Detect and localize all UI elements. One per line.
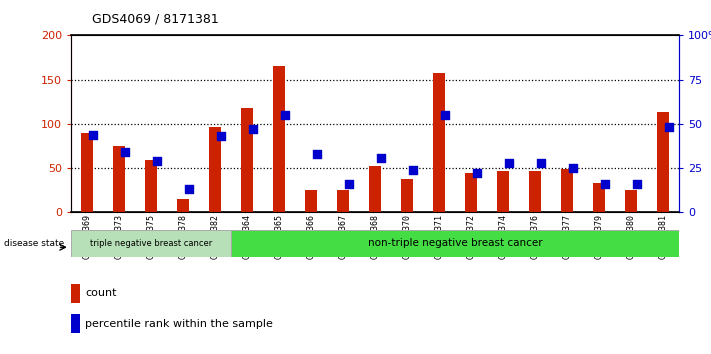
Bar bbox=[647, 35, 679, 212]
Bar bbox=[81, 133, 94, 212]
Point bbox=[567, 165, 579, 171]
Bar bbox=[592, 183, 605, 212]
Point bbox=[247, 126, 259, 132]
Text: count: count bbox=[85, 288, 117, 298]
Point bbox=[183, 187, 195, 192]
Point bbox=[311, 151, 323, 157]
Bar bbox=[231, 35, 263, 212]
Bar bbox=[145, 160, 158, 212]
Bar bbox=[199, 35, 231, 212]
Bar bbox=[369, 166, 381, 212]
Bar bbox=[391, 35, 423, 212]
Bar bbox=[615, 35, 647, 212]
Point bbox=[439, 112, 451, 118]
Bar bbox=[176, 199, 189, 212]
Text: triple negative breast cancer: triple negative breast cancer bbox=[90, 239, 212, 248]
Bar bbox=[240, 108, 253, 212]
Bar bbox=[71, 314, 80, 333]
Bar bbox=[295, 35, 327, 212]
Bar bbox=[71, 35, 103, 212]
Bar bbox=[529, 171, 542, 212]
Point bbox=[87, 132, 99, 137]
Bar bbox=[551, 35, 583, 212]
Bar bbox=[624, 190, 637, 212]
Point bbox=[599, 181, 611, 187]
Bar bbox=[432, 73, 445, 212]
Bar bbox=[519, 35, 551, 212]
Point bbox=[471, 171, 483, 176]
Bar bbox=[656, 113, 669, 212]
Bar bbox=[263, 35, 295, 212]
Bar bbox=[401, 179, 414, 212]
Text: disease state: disease state bbox=[4, 239, 64, 248]
Point bbox=[663, 125, 675, 130]
Bar bbox=[71, 230, 231, 257]
Point bbox=[407, 167, 419, 173]
Bar bbox=[487, 35, 519, 212]
Bar bbox=[337, 190, 350, 212]
Point bbox=[119, 149, 131, 155]
Point bbox=[215, 133, 227, 139]
Bar bbox=[135, 35, 167, 212]
Bar bbox=[423, 35, 455, 212]
Bar bbox=[561, 169, 574, 212]
Bar bbox=[496, 171, 509, 212]
Bar bbox=[113, 146, 126, 212]
Bar bbox=[465, 173, 478, 212]
Point bbox=[151, 158, 163, 164]
Bar bbox=[103, 35, 135, 212]
Point bbox=[535, 160, 547, 166]
Bar bbox=[359, 35, 391, 212]
Bar bbox=[167, 35, 199, 212]
Bar bbox=[455, 35, 487, 212]
Bar bbox=[209, 127, 222, 212]
Text: GDS4069 / 8171381: GDS4069 / 8171381 bbox=[92, 12, 219, 25]
Bar bbox=[273, 67, 286, 212]
Point bbox=[375, 155, 387, 160]
Bar bbox=[304, 190, 317, 212]
Point bbox=[343, 181, 355, 187]
Point bbox=[503, 160, 515, 166]
Text: percentile rank within the sample: percentile rank within the sample bbox=[85, 319, 273, 329]
Point bbox=[279, 112, 291, 118]
Text: non-triple negative breast cancer: non-triple negative breast cancer bbox=[368, 238, 542, 249]
Bar bbox=[231, 230, 679, 257]
Bar bbox=[327, 35, 359, 212]
Bar bbox=[583, 35, 615, 212]
Point bbox=[631, 181, 643, 187]
Bar bbox=[71, 284, 80, 303]
